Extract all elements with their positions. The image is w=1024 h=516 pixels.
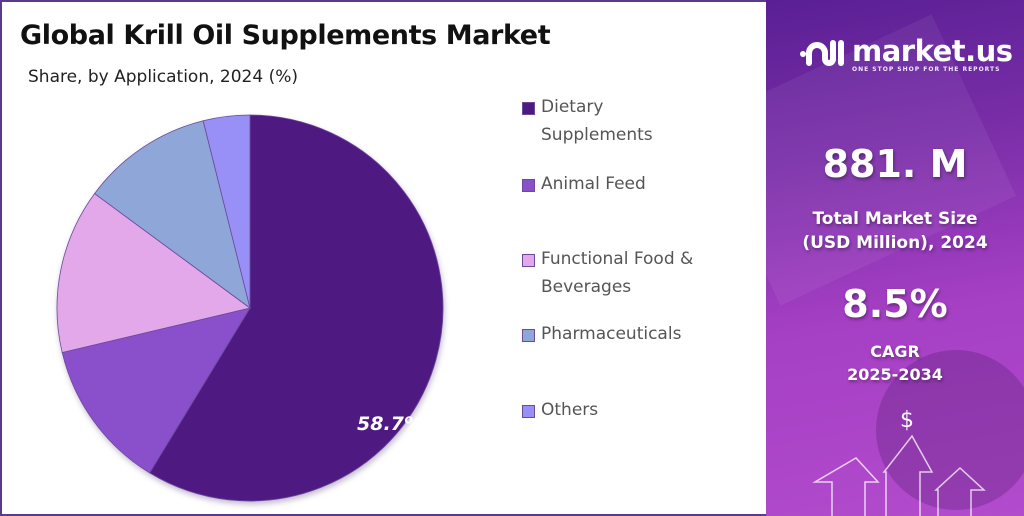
legend-label: Dietary	[541, 97, 604, 117]
legend-swatch	[522, 329, 535, 342]
legend-label: Functional Food &	[541, 249, 694, 269]
cagr-label: CAGR 2025-2034	[766, 340, 1024, 386]
market-us-logo: market.us	[798, 34, 1013, 68]
pie-slice-others	[202, 114, 251, 309]
legend-item-pharmaceuticals: Pharmaceuticals	[522, 324, 681, 348]
chart-title: Global Krill Oil Supplements Market	[20, 20, 551, 51]
market-size-value: 881. M	[822, 142, 968, 186]
pie-data-label: 58.7%	[357, 413, 423, 435]
legend-item-functional-food-beverages: Functional Food & Beverages	[522, 249, 693, 301]
dollar-icon: $	[900, 408, 914, 433]
cagr-period: 2025-2034	[847, 365, 943, 384]
legend-item-dietary-supplements: Dietary Supplements	[522, 97, 653, 149]
legend-item-animal-feed: Animal Feed	[522, 174, 646, 198]
legend-swatch	[522, 102, 535, 115]
growth-arrows-icon	[812, 434, 986, 516]
cagr-value: 8.5%	[842, 282, 948, 326]
pie-chart: 58.7%	[54, 112, 446, 504]
legend-label-line2: Beverages	[541, 277, 632, 297]
market-size-label: Total Market Size (USD Million), 2024	[766, 207, 1024, 255]
cagr-label-line1: CAGR	[870, 342, 920, 361]
pie-slice-dietary-supplements	[149, 114, 444, 502]
legend-swatch	[522, 179, 535, 192]
legend-swatch	[522, 254, 535, 267]
legend-label-line2: Supplements	[541, 125, 653, 145]
logo-icon	[800, 40, 844, 66]
legend-label: Pharmaceuticals	[541, 324, 682, 344]
legend-label: Others	[541, 400, 599, 420]
logo-tagline: ONE STOP SHOP FOR THE REPORTS	[852, 66, 1001, 73]
legend-swatch	[522, 405, 535, 418]
legend-label: Animal Feed	[541, 174, 646, 194]
summary-sidebar: market.us ONE STOP SHOP FOR THE REPORTS …	[766, 0, 1024, 516]
background-decoration	[876, 350, 1024, 510]
market-size-label-line2: (USD Million), 2024	[802, 233, 988, 253]
pie-svg	[56, 114, 444, 502]
pie-slice-animal-feed	[61, 307, 251, 474]
pie-slice-functional-food-beverages	[56, 193, 251, 353]
legend-item-others: Others	[522, 400, 598, 424]
chart-panel: Global Krill Oil Supplements Market Shar…	[0, 0, 766, 516]
logo-text: market.us	[852, 34, 1013, 68]
chart-subtitle: Share, by Application, 2024 (%)	[28, 67, 298, 87]
market-size-label-line1: Total Market Size	[812, 209, 978, 229]
pie-slice-pharmaceuticals	[94, 120, 251, 309]
